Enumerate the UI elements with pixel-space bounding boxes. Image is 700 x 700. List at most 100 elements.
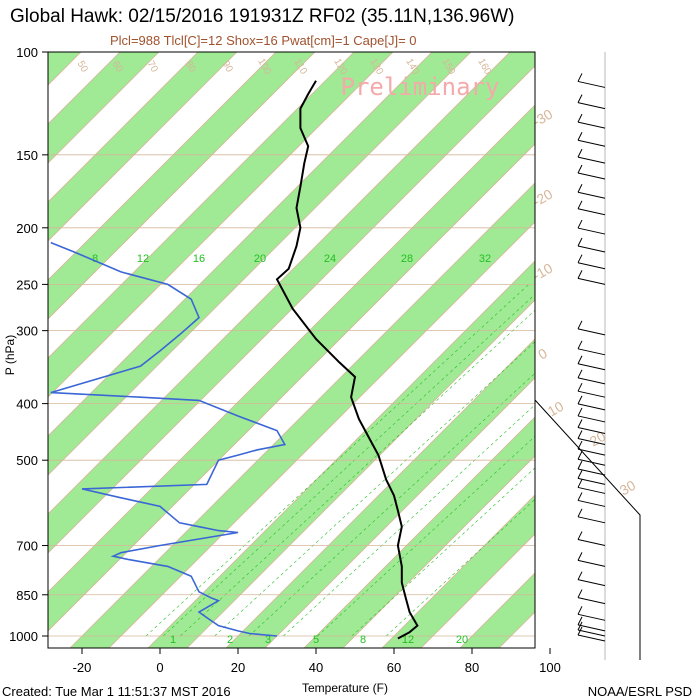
wind-barb: [577, 579, 606, 587]
green-stripe: [616, 52, 700, 648]
isotherm-lines: [48, 52, 700, 648]
isotherm-line: [69, 182, 535, 648]
wind-barb: [577, 390, 606, 398]
wind-barb-flag: [577, 616, 583, 626]
y-tick-label: 500: [16, 453, 38, 468]
mixing-ratio-label: 8: [92, 253, 98, 265]
mixing-ratio-label: 24: [324, 253, 336, 265]
wind-barb-flag: [577, 94, 583, 103]
mixing-ratio-label: 3: [265, 634, 271, 646]
isotherm-line: [48, 65, 535, 554]
wind-barb: [577, 499, 606, 507]
wind-barb-flag: [577, 184, 583, 193]
y-tick-label: 150: [16, 148, 38, 163]
wind-barb: [577, 624, 606, 632]
wind-barb: [577, 516, 606, 524]
isotherm-line: [342, 455, 535, 648]
isotherm-line: [48, 52, 394, 398]
y-tick-label: 200: [16, 221, 38, 236]
wind-barb: [577, 438, 606, 445]
dewpoint-line: [50, 241, 287, 637]
wind-barb-flag: [577, 73, 583, 82]
isotherm-line: [48, 52, 511, 515]
wind-barb: [577, 328, 606, 336]
wind-barb: [577, 377, 606, 385]
wind-barb-flag: [577, 254, 583, 263]
wind-barb: [577, 156, 606, 164]
x-tick-label: 40: [309, 660, 323, 675]
wind-barb: [577, 559, 606, 567]
x-axis-ticks: -20 0 20 40 60 80 100: [73, 648, 561, 675]
wind-barb-flag: [577, 382, 583, 392]
wind-barb-flag: [577, 531, 583, 540]
wind-barb-flag: [577, 113, 583, 123]
wind-barb: [577, 477, 606, 485]
wind-barb: [577, 227, 606, 235]
isotherm-line: [48, 104, 535, 593]
isotherm-line: [48, 52, 316, 320]
isotherm-line: [616, 52, 700, 648]
isotherm-label: 70: [145, 59, 160, 75]
wind-barb-flag: [577, 419, 583, 428]
wind-barb: [577, 597, 606, 605]
mixing-ratio-label: 12: [402, 634, 414, 646]
mixing-ratio-line: [351, 467, 535, 637]
wind-barb-flag: [577, 395, 583, 405]
isotherm-stripes: [48, 52, 700, 648]
isotherm-line: [147, 260, 535, 648]
barb-panel-edge: [534, 399, 641, 660]
preliminary-watermark: Preliminary: [341, 73, 500, 101]
green-stripe: [48, 52, 535, 554]
wind-barb: [577, 139, 606, 147]
wind-barb: [577, 80, 606, 88]
plot-frame: [47, 51, 536, 649]
mixing-ratio-label: 20: [254, 253, 266, 265]
wind-barb-flag: [577, 219, 583, 229]
wind-barb: [577, 102, 606, 110]
isotherm-label: 60: [110, 59, 125, 75]
wind-barb: [577, 613, 606, 621]
y-tick-label: 1000: [9, 629, 38, 644]
wind-barb-flag: [577, 508, 583, 518]
x-axis-label: Temperature (F): [302, 681, 388, 695]
y-tick-label: 250: [16, 277, 38, 292]
isotherm-line: [303, 416, 535, 648]
mixing-ratio-label: 8: [360, 634, 366, 646]
stripe-temperature-label: 10: [545, 398, 567, 420]
temperature-line: [275, 80, 419, 640]
y-tick-label: 100: [16, 45, 38, 60]
wind-barb: [577, 277, 606, 285]
wind-barb-flag: [577, 440, 583, 450]
chart-subtitle: Plcl=988 Tlcl[C]=12 Shox=16 Pwat[cm]=1 C…: [110, 33, 417, 48]
wind-barb: [577, 121, 606, 129]
mixing-ratio-label: 2: [227, 634, 233, 646]
x-tick-label: 60: [387, 660, 401, 675]
wind-barb-flag: [577, 340, 583, 350]
credit-label: NOAA/ESRL PSD: [587, 684, 692, 699]
chart-title: Global Hawk: 02/15/2016 191931Z RF02 (35…: [10, 6, 515, 27]
isotherm-line: [48, 52, 433, 437]
wind-barb: [577, 634, 606, 642]
wind-barb-flag: [577, 606, 583, 615]
isotherm-line: [48, 52, 277, 281]
isotherm-line: [225, 338, 535, 648]
green-stripe: [48, 105, 535, 632]
mixing-ratio-line: [385, 498, 535, 637]
isotherm-line: [48, 52, 472, 476]
wind-barb-flag: [577, 479, 583, 488]
isotherm-line: [577, 52, 700, 648]
stripe-temperature-label: 0: [535, 345, 550, 363]
created-timestamp: Created: Tue Mar 1 11:51:37 MST 2016: [2, 684, 231, 699]
y-axis-label: P (hPa): [3, 335, 17, 375]
x-tick-label: -20: [73, 660, 92, 675]
stripe-temperature-label: 30: [617, 477, 639, 499]
isotherm-line: [655, 52, 700, 648]
wind-barb-flag: [577, 430, 583, 439]
green-stripe: [538, 52, 700, 648]
pressure-gridlines: [48, 52, 535, 637]
wind-barb-flag: [577, 369, 583, 379]
wind-barb: [577, 245, 606, 253]
isotherm-line: [48, 52, 199, 203]
wind-barb-flag: [577, 200, 583, 210]
isotherm-line: [48, 52, 160, 164]
